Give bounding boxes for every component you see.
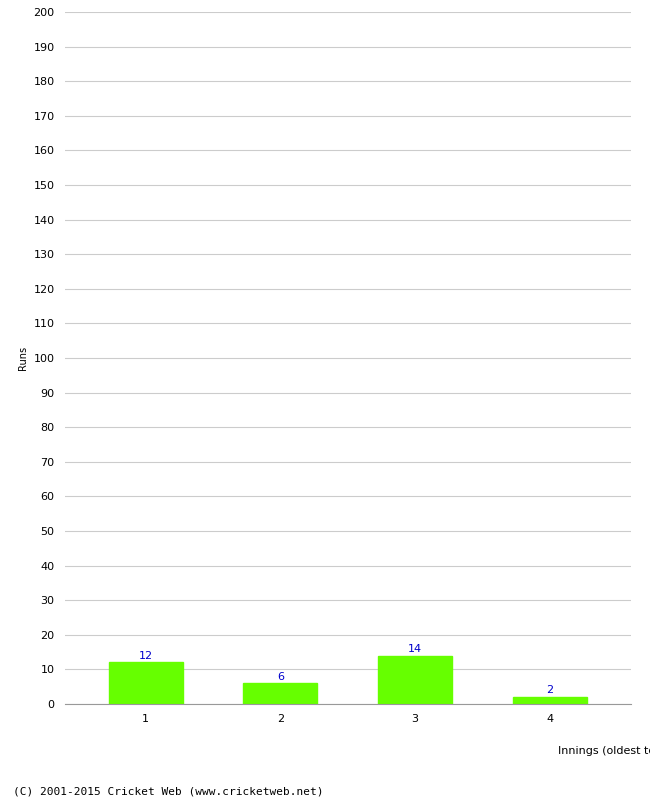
- Bar: [378, 655, 452, 704]
- Bar: [109, 662, 183, 704]
- Text: (C) 2001-2015 Cricket Web (www.cricketweb.net): (C) 2001-2015 Cricket Web (www.cricketwe…: [13, 786, 324, 796]
- Text: 6: 6: [277, 671, 284, 682]
- Text: 12: 12: [138, 650, 153, 661]
- X-axis label: Innings (oldest to newest): Innings (oldest to newest): [558, 746, 650, 755]
- Text: 2: 2: [546, 686, 553, 695]
- Bar: [513, 697, 587, 704]
- Text: 14: 14: [408, 644, 422, 654]
- Bar: [243, 683, 317, 704]
- Y-axis label: Runs: Runs: [18, 346, 28, 370]
